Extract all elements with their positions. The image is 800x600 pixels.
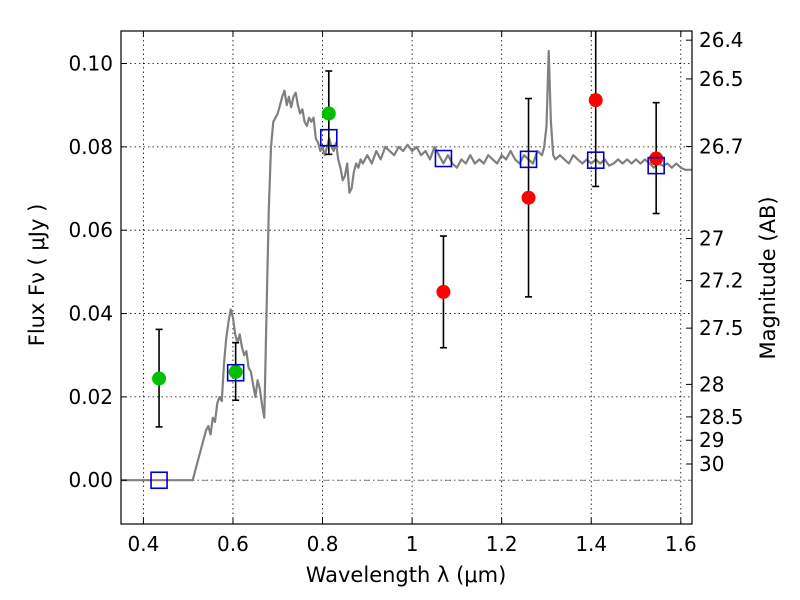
model-square [519, 150, 538, 169]
x-tick-label: 1.2 [486, 532, 518, 556]
detection-point [228, 364, 243, 379]
nondetection-point [588, 93, 603, 108]
y-tick-label: 0.00 [68, 468, 113, 492]
mag-tick-label: 29 [699, 428, 724, 452]
y-axis-title: Flux Fν ( μJy ) [25, 204, 49, 347]
model-square [150, 471, 168, 490]
mag-tick-label: 26.7 [699, 134, 744, 158]
grid [121, 31, 692, 524]
mag-tick-label: 26.5 [699, 67, 744, 91]
mag-tick-label: 28.5 [699, 405, 744, 429]
spectrum-line [121, 49, 692, 482]
model-square [434, 149, 453, 168]
y-tick-label: 0.06 [68, 218, 113, 242]
model-square [226, 363, 245, 382]
model-square [319, 128, 338, 147]
model-square [647, 156, 665, 175]
y-tick-label: 0.10 [68, 52, 113, 76]
x-tick-label: 1.6 [665, 532, 697, 556]
spectrum-curve [121, 49, 692, 482]
mag-tick-label: 27.5 [699, 316, 744, 340]
x-tick-label: 1 [406, 532, 419, 556]
tick-labels: 0.4 0.6 0.8 1 1.2 1.4 1.6 0.00 0.02 0.04 0.06 0.08 0… [68, 28, 743, 556]
y-axis-title-right: Magnitude (AB) [756, 196, 780, 359]
x-tick-label: 1.4 [575, 532, 607, 556]
nondetection-point [649, 151, 664, 166]
model-points [150, 128, 665, 490]
plot-frame [120, 30, 693, 525]
data-points [152, 93, 664, 386]
nondetection-point [521, 190, 536, 205]
nondetection-point [436, 284, 451, 299]
y-tick-label: 0.02 [68, 385, 113, 409]
mag-tick-label: 30 [699, 452, 724, 476]
detection-point [321, 106, 336, 121]
x-tick-label: 0.4 [127, 532, 159, 556]
mag-tick-label: 27 [699, 227, 724, 251]
y-tick-label: 0.04 [68, 302, 113, 326]
mag-tick-label: 27.2 [699, 269, 744, 293]
model-square [586, 151, 605, 169]
detection-point [152, 371, 167, 386]
axis-ticks [121, 31, 692, 524]
x-tick-label: 0.6 [217, 532, 249, 556]
x-tick-label: 0.8 [307, 532, 339, 556]
x-axis-title: Wavelength λ (μm) [306, 563, 507, 587]
y-tick-label: 0.08 [68, 135, 113, 159]
mag-tick-label: 26.4 [699, 28, 744, 52]
mag-tick-label: 28 [699, 372, 724, 396]
